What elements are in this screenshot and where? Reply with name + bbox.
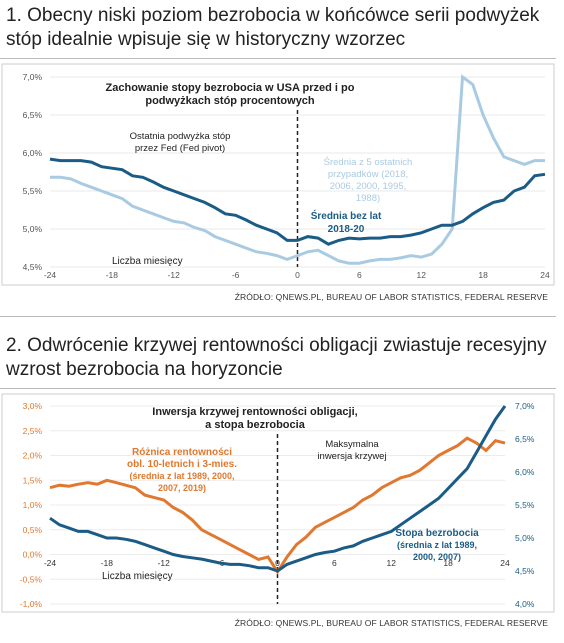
chart1-title: podwyżkach stóp procentowych [145, 95, 315, 107]
chart1-pivot-annotation: Ostatnia podwyżka stóp [130, 131, 231, 142]
chart2-ytick-left: 3,0% [23, 401, 43, 411]
chart2-ytick-left: 0,0% [23, 550, 43, 560]
chart1-xtick: -24 [44, 270, 57, 280]
chart2-xtick: 18 [443, 558, 453, 568]
chart2-unemployment-annotation: 2000, 2007) [413, 552, 461, 562]
chart2-ytick-right: 4,0% [515, 599, 535, 609]
chart2-ytick-right: 5,0% [515, 533, 535, 543]
chart2-unemployment-annotation: Stopa bezrobocia [395, 528, 479, 539]
section2-rule [0, 388, 556, 389]
chart2-xtick: 12 [387, 558, 397, 568]
chart2-ytick-left: 2,0% [23, 451, 43, 461]
chart1-pivot-annotation: przez Fed (Fed pivot) [135, 143, 225, 154]
chart1-xtick: 6 [357, 270, 362, 280]
chart2-spread-annotation: (średnia z lat 1989, 2000, [129, 471, 234, 481]
chart1-xtick: 24 [540, 270, 550, 280]
chart1-title: Zachowanie stopy bezrobocia w USA przed … [106, 82, 355, 94]
chart2-ytick-left: 1,0% [23, 500, 43, 510]
section-divider [0, 316, 556, 317]
chart1-dark-annotation: Średnia bez lat [311, 209, 382, 222]
chart2-unemployment-annotation: (średnia z lat 1989, [397, 540, 477, 550]
chart2-ytick-left: -1,0% [20, 599, 43, 609]
chart2-title: Inwersja krzywej rentowności obligacji, [152, 406, 357, 418]
chart2: -1,0% -0,5% 0,0% 0,5% 1,0% 1,5% 2,0% 2,5% 3,0% 4… [1, 393, 555, 613]
chart2-spread-annotation: Różnica rentowności [132, 447, 232, 458]
chart2-ytick-left: -0,5% [20, 574, 43, 584]
chart2-ytick-left: 2,5% [23, 426, 43, 436]
chart1-ytick: 7,0% [23, 72, 43, 82]
chart1-light-annotation: przypadków (2018, [328, 169, 408, 180]
chart1-light-annotation: 1988) [356, 193, 380, 204]
chart1-dark-annotation: 2018-20 [328, 224, 365, 235]
chart1-ytick: 6,0% [23, 148, 43, 158]
chart2-xtick: -24 [44, 558, 57, 568]
section2-source: ŹRÓDŁO: QNEWS.PL, BUREAU OF LABOR STATIS… [234, 618, 548, 628]
chart2-title: a stopa bezrobocia [205, 419, 306, 431]
chart1-xtick: -18 [106, 270, 119, 280]
chart1-xtick: -6 [232, 270, 240, 280]
chart2-ytick-right: 4,5% [515, 566, 535, 576]
chart1-xtick: 12 [417, 270, 427, 280]
chart1-light-annotation: 2006, 2000, 1995, [330, 181, 407, 192]
chart1-ytick: 6,5% [23, 110, 43, 120]
chart2-xtick: -12 [158, 558, 171, 568]
chart1-series-dark [49, 157, 546, 246]
chart2-ytick-left: 0,5% [23, 525, 43, 535]
chart1: 4,5% 5,0% 5,5% 6,0% 6,5% 7,0% -24 -18 -12 -6 0 6 12… [1, 63, 555, 286]
section2-heading: 2. Odwrócenie krzywej rentowności obliga… [6, 335, 547, 380]
chart2-spread-annotation: obl. 10-letnich i 3-mies. [127, 459, 237, 470]
chart1-xlabel: Liczba miesięcy [112, 256, 183, 267]
chart1-ytick: 4,5% [23, 262, 43, 272]
chart2-spread-annotation: 2007, 2019) [158, 483, 206, 493]
chart1-ytick: 5,5% [23, 186, 43, 196]
chart1-xtick: 18 [478, 270, 488, 280]
chart1-light-annotation: Średnia z 5 ostatnich [324, 156, 413, 168]
chart2-ytick-right: 6,0% [515, 467, 535, 477]
chart2-series-unemployment [49, 405, 507, 573]
chart2-xtick: 6 [332, 558, 337, 568]
chart2-ytick-left: 1,5% [23, 475, 43, 485]
chart2-ytick-right: 5,5% [515, 500, 535, 510]
section1-heading: 1. Obecny niski poziom bezrobocia w końc… [6, 5, 540, 50]
chart2-inversion-annotation: inwersja krzywej [317, 451, 386, 462]
section1-rule [0, 58, 556, 59]
chart1-xtick: -12 [168, 270, 181, 280]
chart1-ytick: 5,0% [23, 224, 43, 234]
section1-source: ŹRÓDŁO: QNEWS.PL, BUREAU OF LABOR STATIS… [234, 292, 548, 302]
chart2-inversion-annotation: Maksymalna [325, 439, 379, 450]
chart2-ytick-right: 7,0% [515, 401, 535, 411]
chart2-xtick: 24 [500, 558, 510, 568]
chart2-ytick-right: 6,5% [515, 434, 535, 444]
chart2-xtick: -18 [101, 558, 114, 568]
chart2-xlabel: Liczba miesięcy [102, 571, 173, 582]
chart1-series-light [50, 74, 545, 265]
chart1-xtick: 0 [295, 270, 300, 280]
